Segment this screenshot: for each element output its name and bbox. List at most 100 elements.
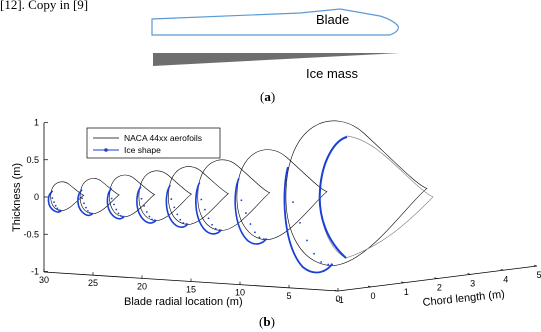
ice-shape xyxy=(165,184,189,228)
z-tick-label: 1 xyxy=(34,118,39,128)
aerofoil-section xyxy=(50,181,85,211)
ice-point xyxy=(240,199,243,202)
blade-label: Blade xyxy=(316,12,350,27)
x-tick-label: 15 xyxy=(186,285,196,295)
ice-point xyxy=(138,190,140,193)
ice-point xyxy=(143,205,146,207)
ice-point xyxy=(151,218,153,221)
y-tick-label: -1 xyxy=(336,295,344,305)
panel-a-figure xyxy=(151,8,400,66)
ice-point xyxy=(211,223,214,226)
ice-point xyxy=(51,197,54,199)
z-tick-label: 0.5 xyxy=(26,155,39,165)
z-tick-label: -0.5 xyxy=(23,229,39,239)
legend-box xyxy=(86,127,221,159)
ice-point xyxy=(54,204,57,207)
ice-point xyxy=(122,215,124,218)
legend-label-aerofoil: NACA 44xx aerofoils xyxy=(124,133,202,143)
y-tick-label: 3 xyxy=(470,278,475,288)
legend-marker-ice xyxy=(104,148,108,152)
ice-point xyxy=(140,197,143,200)
aerofoil-section xyxy=(285,120,428,266)
blade-outline xyxy=(151,8,399,36)
y-tick xyxy=(500,268,504,271)
ice-point xyxy=(258,236,261,239)
ice-point xyxy=(263,238,265,240)
ice-point xyxy=(110,197,113,200)
ice-point xyxy=(90,212,93,215)
y-tick xyxy=(334,289,338,292)
y-tick-label: 5 xyxy=(536,270,541,280)
ice-point xyxy=(182,222,185,224)
caption-b-letter: b xyxy=(263,314,271,329)
ice-point xyxy=(108,191,111,193)
y-tick xyxy=(467,273,471,275)
root-aerofoil-section xyxy=(319,135,434,259)
y-tick xyxy=(533,264,538,267)
ice-point xyxy=(196,187,199,190)
x-tick-label: 0 xyxy=(335,294,340,304)
y-tick xyxy=(367,285,372,288)
ice-point xyxy=(148,215,151,218)
header-fragment: [12]. Copy in [9] xyxy=(0,0,89,12)
ice-point xyxy=(83,202,85,205)
aerofoil-section xyxy=(197,159,271,231)
caption-a-close: ) xyxy=(270,89,276,104)
ice-point xyxy=(173,206,176,209)
ice-point xyxy=(299,221,301,224)
ice-point xyxy=(167,189,170,192)
ice-point xyxy=(153,219,156,222)
caption-b: (b) xyxy=(259,314,275,330)
ice-point xyxy=(185,223,188,225)
ice-point xyxy=(170,198,173,200)
caption-a-open: ( xyxy=(260,89,265,104)
caption-b-close: ) xyxy=(270,314,275,329)
ice-point xyxy=(292,201,294,204)
z-axis-label: Thickness (m) xyxy=(11,163,23,232)
ice-point xyxy=(87,209,89,212)
ice-point xyxy=(200,198,203,201)
ice-point xyxy=(88,211,91,214)
ice-point xyxy=(218,229,221,231)
ice-point xyxy=(58,209,60,211)
ice-shape xyxy=(195,181,223,235)
aerofoil-section xyxy=(236,149,328,240)
ice-point xyxy=(176,213,179,216)
x-tick-label: 20 xyxy=(137,281,147,291)
y-tick-label: 4 xyxy=(503,274,508,284)
aerofoil-section xyxy=(167,166,229,225)
ice-point xyxy=(313,252,315,255)
caption-b-open: ( xyxy=(259,314,264,329)
legend-label-ice: Ice shape xyxy=(124,145,161,155)
ice-shape xyxy=(283,166,334,274)
y-axis-label: Chord length (m) xyxy=(422,288,505,309)
ice-point xyxy=(306,239,308,242)
caption-a-letter: a xyxy=(264,89,271,104)
root-ice-shape xyxy=(318,136,348,259)
ice-point xyxy=(79,191,81,194)
ice-point xyxy=(145,211,148,213)
y-tick-label: 0 xyxy=(370,291,375,301)
ice-point xyxy=(119,214,122,217)
ice-mass-wedge xyxy=(153,53,400,66)
y-tick xyxy=(401,281,405,284)
y-tick-label: 1 xyxy=(404,287,409,297)
aerofoil-section xyxy=(138,170,193,221)
ice-point xyxy=(249,223,252,225)
ice-point xyxy=(245,212,247,214)
ice-shape xyxy=(234,178,268,245)
z-tick-label: -1 xyxy=(31,267,39,277)
ice-point xyxy=(214,227,217,230)
aerofoil-section xyxy=(109,174,156,218)
ice-point xyxy=(327,263,330,266)
ice-point xyxy=(56,207,59,210)
ice-shape xyxy=(77,189,94,217)
caption-a: (a) xyxy=(260,89,275,105)
x-tick-label: 5 xyxy=(286,291,291,301)
ice-mass-label: Ice mass xyxy=(306,66,359,81)
ice-point xyxy=(53,201,55,204)
ice-shape xyxy=(136,186,157,224)
ice-point xyxy=(85,206,87,209)
x-tick-label: 25 xyxy=(88,278,98,288)
